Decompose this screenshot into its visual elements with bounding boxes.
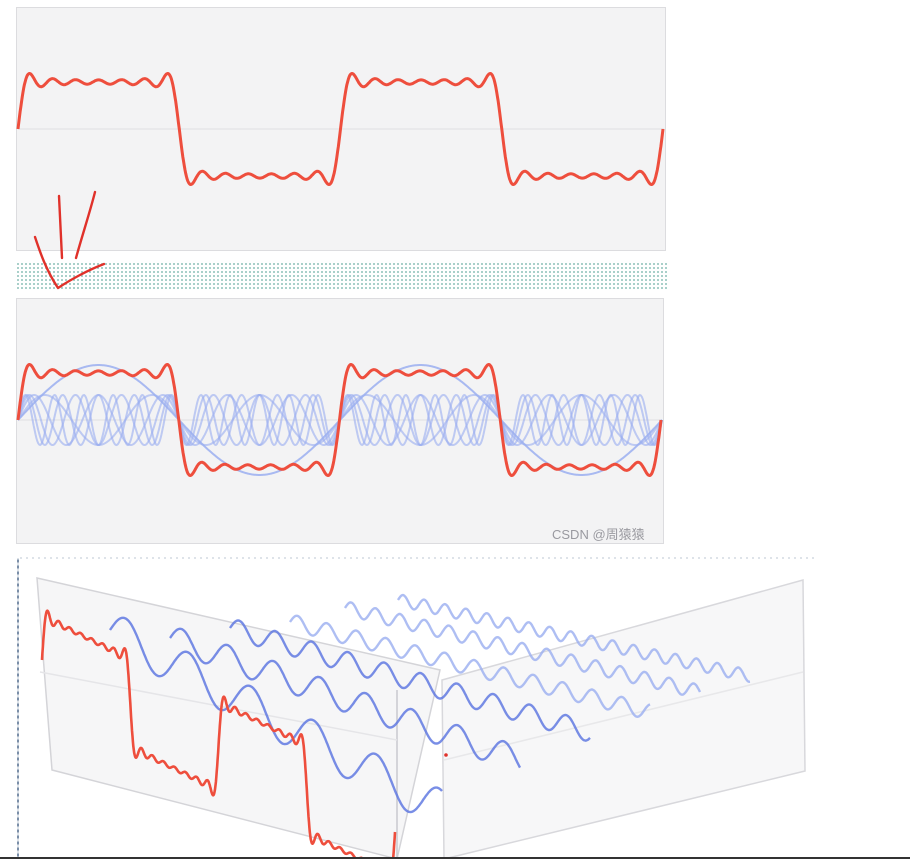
harmonic-3d-3 [229, 619, 591, 742]
square-wave-3d [40, 609, 397, 859]
frequency-domain-plane [441, 579, 806, 859]
harmonic-3d-1 [109, 616, 443, 814]
watermark: CSDN @周猿猿 [552, 527, 645, 542]
harmonic-3d-4 [289, 614, 651, 719]
harmonic-3d-2 [169, 627, 522, 769]
dotted-border-left [17, 558, 19, 858]
square-wave-line-2 [16, 363, 663, 477]
harmonic-3d-5 [343, 601, 702, 696]
harmonic-3d-6 [396, 593, 751, 684]
square-wave-line [16, 72, 665, 186]
time-domain-plane [36, 577, 441, 859]
origin-dot [444, 753, 448, 757]
dotted-separator [16, 262, 668, 290]
harmonic-waves-3d [109, 593, 751, 814]
dotted-border-top [18, 557, 818, 559]
3d-planes [36, 577, 806, 859]
hand-drawn-arrow [33, 190, 106, 290]
bottom-rule [0, 857, 910, 859]
axis-line-freq [443, 671, 804, 761]
axis-line-3 [39, 671, 398, 741]
